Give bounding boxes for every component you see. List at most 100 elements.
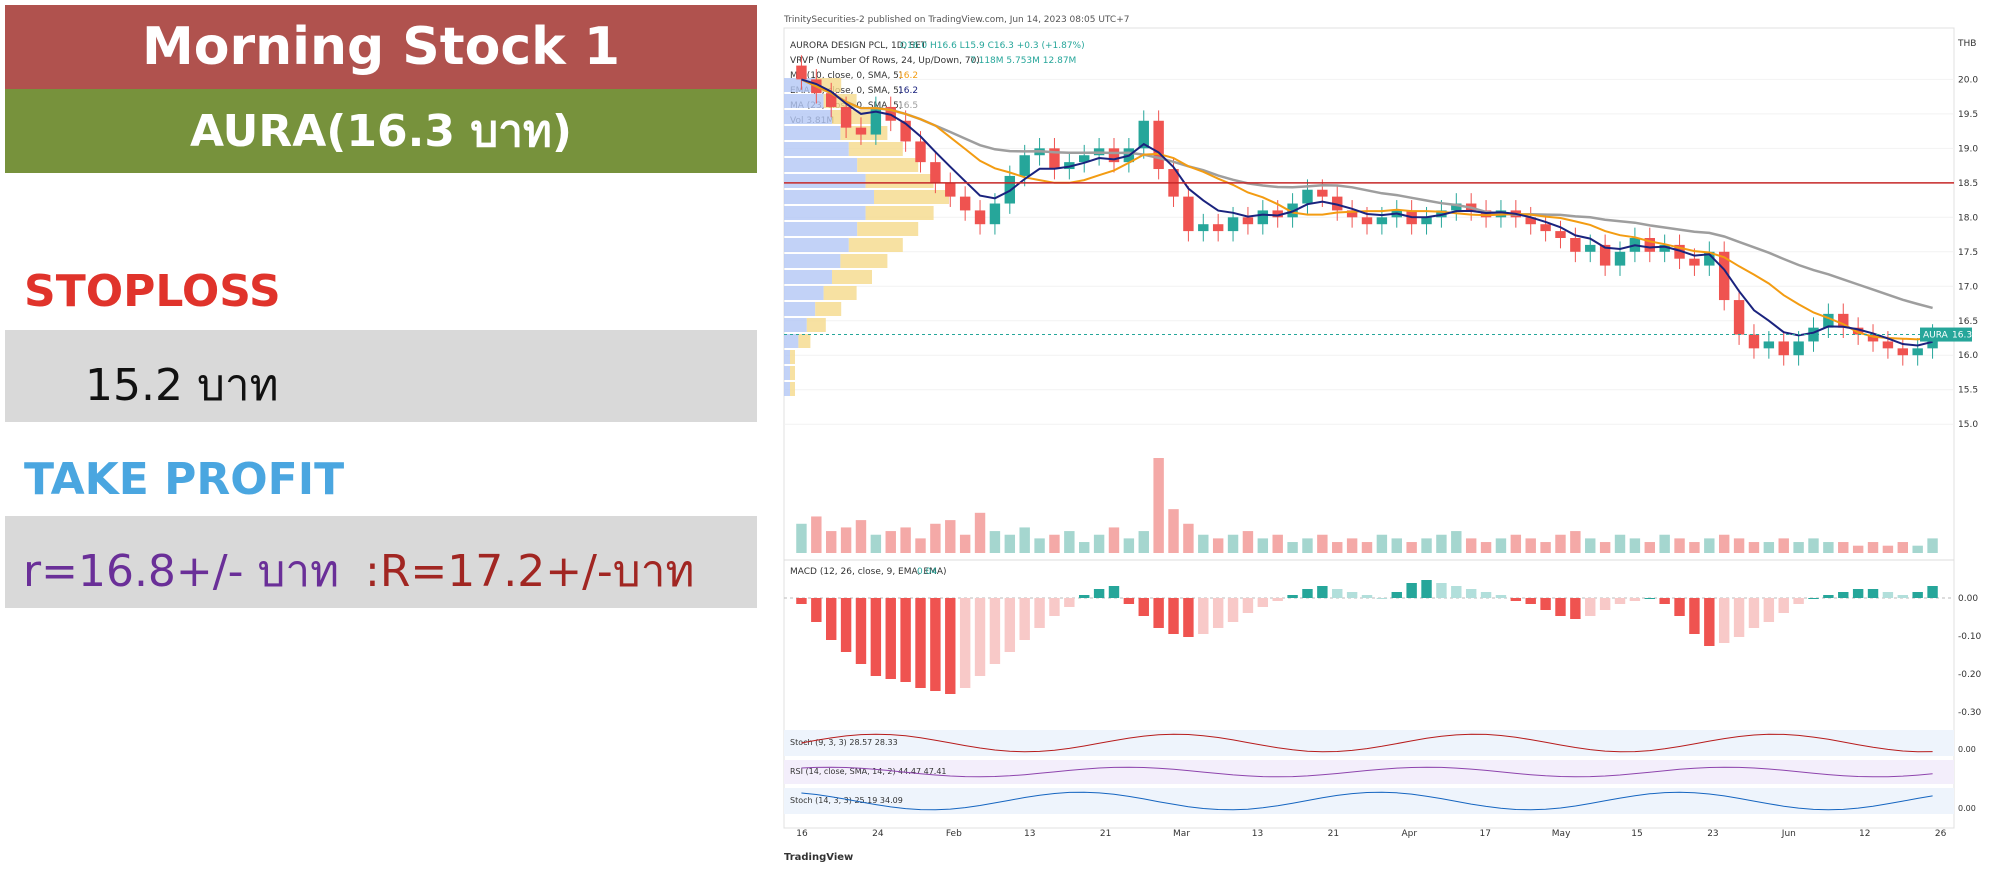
profile-bar-down <box>857 158 919 172</box>
macd-bar <box>840 598 852 652</box>
macd-bar <box>1852 589 1864 598</box>
macd-bar <box>915 598 926 688</box>
macd-bar <box>1406 583 1417 598</box>
profile-bar-down <box>857 222 919 236</box>
volume-bar <box>1644 542 1655 553</box>
profile-bar-down <box>832 110 872 124</box>
candle-body <box>1212 224 1224 232</box>
volume-bar <box>1689 542 1700 553</box>
tradingview-logo: TradingView <box>784 852 853 863</box>
profile-bar-up <box>784 174 866 188</box>
volume-bar <box>1570 531 1581 553</box>
macd-bar <box>1689 598 1700 634</box>
volume-bar <box>1287 542 1298 553</box>
volume-bar <box>1302 538 1313 553</box>
volume-bar <box>1138 531 1149 553</box>
x-tick-label: 15 <box>1631 829 1642 839</box>
volume-bar <box>1599 542 1611 553</box>
candle-body <box>1332 196 1343 211</box>
profile-bar-down <box>865 174 934 188</box>
volume-bar <box>1465 538 1477 553</box>
volume-bar <box>1852 545 1864 553</box>
profile-bar-down <box>790 350 795 364</box>
macd-bar <box>1644 598 1655 599</box>
macd-bar <box>1704 598 1715 646</box>
volume-bar <box>1272 534 1283 553</box>
macd-bar <box>1495 595 1507 598</box>
profile-bar-up <box>784 334 799 348</box>
stoploss-value: 15.2 บาท <box>85 360 279 411</box>
candle-body <box>1376 217 1388 225</box>
volume-bar <box>989 531 1001 553</box>
ema5-line <box>801 78 1933 347</box>
macd-bar <box>1064 598 1075 607</box>
profile-bar-up <box>784 366 790 380</box>
volume-bar <box>855 520 867 553</box>
profile-bar-up <box>784 206 866 220</box>
volume-bar <box>1808 538 1819 553</box>
x-tick-label: 23 <box>1707 829 1718 839</box>
x-tick-label: 17 <box>1479 829 1490 839</box>
profile-bar-down <box>806 318 826 332</box>
candle-body <box>1585 244 1596 252</box>
stoploss-label: STOPLOSS <box>24 266 281 317</box>
macd-bar <box>1272 598 1283 601</box>
macd-bar <box>1867 589 1879 598</box>
candle-body <box>1227 217 1239 232</box>
volume-bar <box>1540 542 1551 553</box>
candles <box>796 55 1938 366</box>
price-tag-name: AURA <box>1923 331 1949 341</box>
macd-bar <box>989 598 1001 664</box>
volume-bar <box>1897 542 1909 553</box>
macd-bar <box>1079 595 1090 598</box>
candle-body <box>825 93 837 107</box>
rsi-panel <box>784 760 1954 784</box>
volume-bar <box>1525 538 1536 553</box>
profile-bar-down <box>815 302 842 316</box>
volume-bar <box>1733 538 1745 553</box>
profile-bar-up <box>784 302 816 316</box>
stoch2-axis: 0.00 <box>1958 804 1976 813</box>
candle-body <box>1867 334 1879 342</box>
candle-body <box>930 162 941 183</box>
macd-bar <box>1198 598 1209 634</box>
chart-frame <box>783 27 1955 829</box>
volume-bar <box>1555 534 1566 553</box>
macd-bar <box>1093 589 1105 598</box>
macd-bar <box>1778 598 1789 613</box>
volume-bar <box>1391 538 1402 553</box>
candle-body <box>1183 196 1194 232</box>
x-tick-label: Mar <box>1173 829 1190 839</box>
volume-bar <box>1718 534 1730 553</box>
candle-body <box>1897 348 1909 356</box>
candle-body <box>959 196 971 211</box>
volume-bar <box>1823 542 1834 553</box>
macd-bar <box>1034 598 1045 628</box>
candle-body <box>1317 189 1328 197</box>
volume-bar <box>1361 542 1373 553</box>
target-r-value: r=16.8+/- บาท <box>23 546 340 597</box>
profile-bar-down <box>790 366 795 380</box>
profile-bar-down <box>832 270 872 284</box>
x-tick-label: May <box>1552 829 1571 839</box>
profile-bar-up <box>784 126 841 140</box>
volume-bar <box>1153 458 1164 553</box>
ma23-value: 16.5 <box>898 101 918 111</box>
macd-bar <box>1183 598 1194 637</box>
ma10-label: MA (10, close, 0, SMA, 5) <box>790 71 902 81</box>
macd-axis: 0.00 -0.10 -0.20 -0.30 <box>1958 594 1982 718</box>
candle-body <box>1748 334 1760 349</box>
volume-bar <box>1227 534 1239 553</box>
trade-plan-panel: Morning Stock 1 AURA(16.3 บาท) STOPLOSS … <box>0 0 770 872</box>
price-tag <box>1920 327 1972 342</box>
macd-bar <box>959 598 971 688</box>
candle-body <box>1704 251 1715 266</box>
ma10-line <box>800 78 1933 341</box>
volume-bar <box>1108 527 1120 553</box>
macd-bar <box>1525 598 1536 604</box>
stoch1-axis: 0.00 <box>1958 745 1976 754</box>
price-tick-label: 18.0 <box>1958 213 1978 223</box>
candle-body <box>1302 189 1313 204</box>
candle-body <box>1451 203 1462 211</box>
candle-body <box>855 127 867 135</box>
